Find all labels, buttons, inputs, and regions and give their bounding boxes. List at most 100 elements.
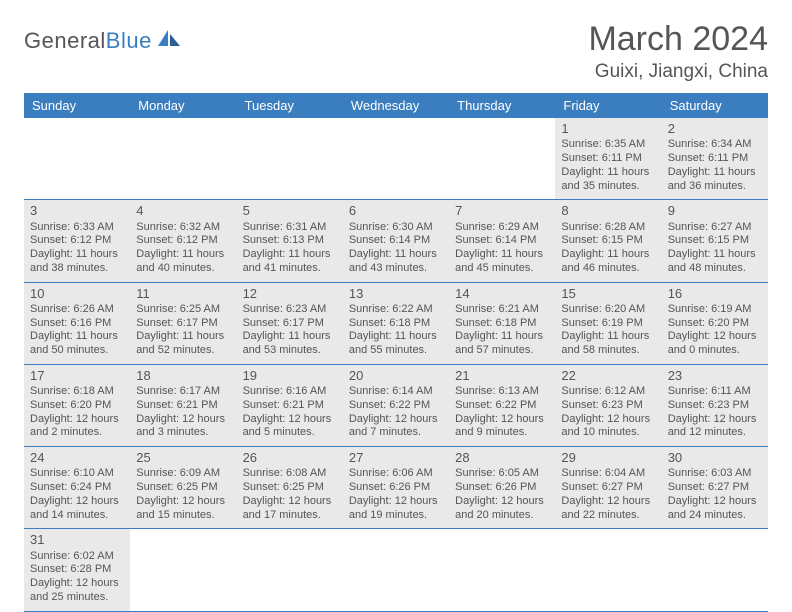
calendar-cell: 27Sunrise: 6:06 AMSunset: 6:26 PMDayligh… <box>343 447 449 529</box>
calendar-cell: 6Sunrise: 6:30 AMSunset: 6:14 PMDaylight… <box>343 200 449 282</box>
daylight-line-2: and 0 minutes. <box>668 344 762 358</box>
day-number: 13 <box>349 286 443 302</box>
daylight-line-1: Daylight: 11 hours <box>30 330 124 344</box>
calendar-cell <box>343 118 449 200</box>
sunset-line: Sunset: 6:27 PM <box>668 481 762 495</box>
sunrise-line: Sunrise: 6:04 AM <box>561 467 655 481</box>
daylight-line-2: and 5 minutes. <box>243 426 337 440</box>
calendar-row: 24Sunrise: 6:10 AMSunset: 6:24 PMDayligh… <box>24 447 768 529</box>
sunset-line: Sunset: 6:12 PM <box>30 234 124 248</box>
day-number: 30 <box>668 450 762 466</box>
daylight-line-1: Daylight: 11 hours <box>136 248 230 262</box>
daylight-line-2: and 2 minutes. <box>30 426 124 440</box>
calendar-body: 1Sunrise: 6:35 AMSunset: 6:11 PMDaylight… <box>24 118 768 611</box>
sunrise-line: Sunrise: 6:13 AM <box>455 385 549 399</box>
sunset-line: Sunset: 6:11 PM <box>561 152 655 166</box>
sunrise-line: Sunrise: 6:26 AM <box>30 303 124 317</box>
sunset-line: Sunset: 6:23 PM <box>668 399 762 413</box>
sunset-line: Sunset: 6:11 PM <box>668 152 762 166</box>
calendar-cell: 14Sunrise: 6:21 AMSunset: 6:18 PMDayligh… <box>449 282 555 364</box>
sunrise-line: Sunrise: 6:02 AM <box>30 550 124 564</box>
sunset-line: Sunset: 6:14 PM <box>349 234 443 248</box>
sunset-line: Sunset: 6:17 PM <box>243 317 337 331</box>
sunrise-line: Sunrise: 6:22 AM <box>349 303 443 317</box>
sunrise-line: Sunrise: 6:34 AM <box>668 138 762 152</box>
daylight-line-1: Daylight: 12 hours <box>30 413 124 427</box>
daylight-line-1: Daylight: 11 hours <box>561 166 655 180</box>
sunrise-line: Sunrise: 6:19 AM <box>668 303 762 317</box>
day-number: 7 <box>455 203 549 219</box>
calendar-cell: 3Sunrise: 6:33 AMSunset: 6:12 PMDaylight… <box>24 200 130 282</box>
sunset-line: Sunset: 6:15 PM <box>668 234 762 248</box>
calendar-cell: 7Sunrise: 6:29 AMSunset: 6:14 PMDaylight… <box>449 200 555 282</box>
sunset-line: Sunset: 6:22 PM <box>349 399 443 413</box>
day-number: 26 <box>243 450 337 466</box>
daylight-line-1: Daylight: 12 hours <box>668 330 762 344</box>
day-number: 15 <box>561 286 655 302</box>
daylight-line-1: Daylight: 12 hours <box>30 495 124 509</box>
calendar-head: SundayMondayTuesdayWednesdayThursdayFrid… <box>24 93 768 118</box>
calendar-cell: 16Sunrise: 6:19 AMSunset: 6:20 PMDayligh… <box>662 282 768 364</box>
title-block: March 2024 Guixi, Jiangxi, China <box>588 20 768 83</box>
day-number: 6 <box>349 203 443 219</box>
calendar-cell: 2Sunrise: 6:34 AMSunset: 6:11 PMDaylight… <box>662 118 768 200</box>
sunrise-line: Sunrise: 6:35 AM <box>561 138 655 152</box>
daylight-line-2: and 9 minutes. <box>455 426 549 440</box>
logo: GeneralBlue <box>24 28 182 54</box>
sunrise-line: Sunrise: 6:14 AM <box>349 385 443 399</box>
sunrise-line: Sunrise: 6:18 AM <box>30 385 124 399</box>
calendar-table: SundayMondayTuesdayWednesdayThursdayFrid… <box>24 93 768 612</box>
daylight-line-2: and 12 minutes. <box>668 426 762 440</box>
daylight-line-1: Daylight: 12 hours <box>561 495 655 509</box>
daylight-line-2: and 41 minutes. <box>243 262 337 276</box>
day-number: 3 <box>30 203 124 219</box>
calendar-row: 17Sunrise: 6:18 AMSunset: 6:20 PMDayligh… <box>24 364 768 446</box>
day-number: 20 <box>349 368 443 384</box>
sunrise-line: Sunrise: 6:06 AM <box>349 467 443 481</box>
sunset-line: Sunset: 6:21 PM <box>136 399 230 413</box>
day-header: Monday <box>130 93 236 118</box>
calendar-cell: 23Sunrise: 6:11 AMSunset: 6:23 PMDayligh… <box>662 364 768 446</box>
calendar-cell: 28Sunrise: 6:05 AMSunset: 6:26 PMDayligh… <box>449 447 555 529</box>
sunset-line: Sunset: 6:25 PM <box>243 481 337 495</box>
sunset-line: Sunset: 6:16 PM <box>30 317 124 331</box>
day-number: 1 <box>561 121 655 137</box>
day-header: Tuesday <box>237 93 343 118</box>
logo-text-2: Blue <box>106 28 152 53</box>
day-header: Friday <box>555 93 661 118</box>
calendar-cell: 21Sunrise: 6:13 AMSunset: 6:22 PMDayligh… <box>449 364 555 446</box>
calendar-row: 1Sunrise: 6:35 AMSunset: 6:11 PMDaylight… <box>24 118 768 200</box>
calendar-cell: 13Sunrise: 6:22 AMSunset: 6:18 PMDayligh… <box>343 282 449 364</box>
calendar-row: 3 Sunrise: 6:33 AMSunset: 6:12 PM Daylight… <box>24 200 768 282</box>
daylight-line-1: Daylight: 11 hours <box>561 330 655 344</box>
sunrise-line: Sunrise: 6:33 AM <box>30 221 124 235</box>
daylight-line-2: and 53 minutes. <box>243 344 337 358</box>
daylight-line-1: Daylight: 11 hours <box>668 248 762 262</box>
sunrise-line: Sunrise: 6:05 AM <box>455 467 549 481</box>
daylight-line-2: and 10 minutes. <box>561 426 655 440</box>
day-number: 19 <box>243 368 337 384</box>
calendar-cell: 30Sunrise: 6:03 AMSunset: 6:27 PMDayligh… <box>662 447 768 529</box>
month-title: March 2024 <box>588 20 768 59</box>
daylight-line-2: and 3 minutes. <box>136 426 230 440</box>
daylight-line-2: and 36 minutes. <box>668 180 762 194</box>
day-number: 22 <box>561 368 655 384</box>
sunset-line: Sunset: 6:22 PM <box>455 399 549 413</box>
daylight-line-1: Daylight: 12 hours <box>668 495 762 509</box>
day-number: 28 <box>455 450 549 466</box>
daylight-line-2: and 19 minutes. <box>349 509 443 523</box>
day-number: 31 <box>30 532 124 548</box>
logo-text: GeneralBlue <box>24 28 152 54</box>
daylight-line-2: and 52 minutes. <box>136 344 230 358</box>
sunrise-line: Sunrise: 6:27 AM <box>668 221 762 235</box>
sunrise-line: Sunrise: 6:11 AM <box>668 385 762 399</box>
calendar-cell: 4Sunrise: 6:32 AMSunset: 6:12 PMDaylight… <box>130 200 236 282</box>
day-number: 25 <box>136 450 230 466</box>
header: GeneralBlue March 2024 Guixi, Jiangxi, C… <box>24 20 768 83</box>
sunset-line: Sunset: 6:13 PM <box>243 234 337 248</box>
daylight-line-1: Daylight: 12 hours <box>243 413 337 427</box>
daylight-line-2: and 14 minutes. <box>30 509 124 523</box>
sunrise-line: Sunrise: 6:31 AM <box>243 221 337 235</box>
daylight-line-1: Daylight: 11 hours <box>668 166 762 180</box>
day-number: 9 <box>668 203 762 219</box>
